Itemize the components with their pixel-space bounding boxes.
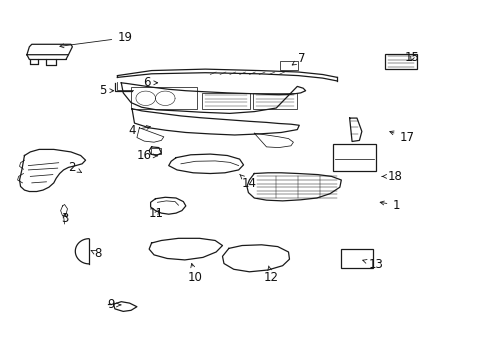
Text: 12: 12: [264, 266, 278, 284]
Text: 17: 17: [389, 131, 413, 144]
Text: 5: 5: [99, 84, 113, 97]
Text: 1: 1: [379, 199, 399, 212]
Text: 18: 18: [381, 170, 402, 183]
Text: 2: 2: [68, 161, 81, 174]
Text: 6: 6: [142, 76, 157, 89]
Text: 7: 7: [292, 52, 305, 65]
Text: 16: 16: [137, 149, 157, 162]
Text: 4: 4: [128, 124, 150, 137]
Text: 11: 11: [149, 207, 163, 220]
Text: 9: 9: [107, 298, 121, 311]
Text: 19: 19: [60, 31, 132, 48]
Text: 13: 13: [362, 258, 383, 271]
Text: 15: 15: [404, 51, 419, 64]
Text: 3: 3: [61, 212, 69, 225]
Text: 14: 14: [239, 174, 256, 190]
Text: 8: 8: [91, 247, 102, 260]
Text: 10: 10: [188, 264, 203, 284]
